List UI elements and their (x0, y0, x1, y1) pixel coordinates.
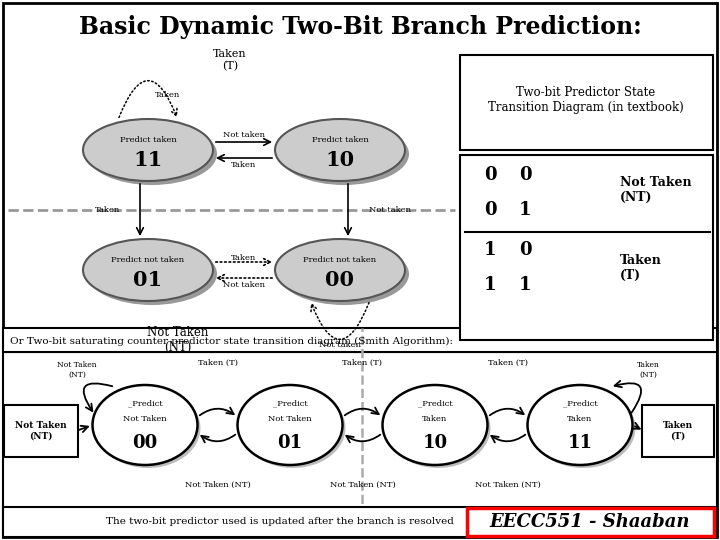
Text: Taken: Taken (567, 415, 593, 423)
Text: Taken
(T): Taken (T) (663, 421, 693, 441)
Text: _Predict: _Predict (127, 399, 163, 407)
Text: 0: 0 (518, 166, 531, 184)
Text: Or Two-bit saturating counter predictor state transition diagram (Smith Algorith: Or Two-bit saturating counter predictor … (10, 336, 453, 346)
FancyArrowPatch shape (216, 259, 270, 265)
Ellipse shape (279, 243, 409, 305)
FancyArrowPatch shape (491, 435, 526, 442)
Text: 11: 11 (567, 434, 593, 452)
Text: Not Taken
(NT): Not Taken (NT) (620, 176, 692, 204)
Text: Taken
(T): Taken (T) (620, 254, 662, 282)
Text: 10: 10 (423, 434, 448, 452)
Text: 10: 10 (325, 150, 354, 170)
Text: 1: 1 (484, 241, 496, 259)
FancyArrowPatch shape (346, 435, 380, 442)
Ellipse shape (92, 385, 197, 465)
Text: Not taken: Not taken (319, 341, 361, 349)
FancyArrowPatch shape (345, 184, 351, 234)
FancyBboxPatch shape (3, 352, 717, 537)
Ellipse shape (83, 119, 213, 181)
Text: Not Taken (NT): Not Taken (NT) (330, 481, 395, 489)
Text: Taken: Taken (95, 206, 121, 214)
FancyArrowPatch shape (119, 80, 177, 117)
Text: Taken (T): Taken (T) (197, 359, 238, 367)
Text: Not Taken
(NT): Not Taken (NT) (148, 326, 209, 354)
Text: The two-bit predictor used is updated after the branch is resolved: The two-bit predictor used is updated af… (106, 517, 454, 526)
FancyArrowPatch shape (216, 139, 270, 145)
FancyArrowPatch shape (84, 383, 112, 411)
Text: Not taken: Not taken (223, 131, 265, 139)
FancyArrowPatch shape (199, 408, 233, 415)
FancyArrowPatch shape (311, 302, 369, 340)
Text: Taken: Taken (231, 161, 256, 169)
Ellipse shape (240, 388, 346, 468)
Ellipse shape (238, 385, 343, 465)
Text: 0: 0 (484, 166, 496, 184)
Text: 1: 1 (518, 201, 531, 219)
Text: 1: 1 (518, 276, 531, 294)
Text: Predict not taken: Predict not taken (303, 256, 377, 264)
Text: Taken: Taken (156, 91, 181, 99)
Ellipse shape (279, 123, 409, 185)
Text: Not taken: Not taken (223, 281, 265, 289)
Text: 11: 11 (133, 150, 163, 170)
Ellipse shape (96, 388, 200, 468)
FancyBboxPatch shape (460, 55, 713, 150)
Ellipse shape (531, 388, 636, 468)
FancyBboxPatch shape (3, 3, 717, 537)
Text: 0: 0 (484, 201, 496, 219)
Text: 01: 01 (133, 270, 163, 290)
Text: Taken
(T): Taken (T) (213, 49, 247, 71)
Text: Predict taken: Predict taken (120, 136, 176, 144)
Text: Taken (T): Taken (T) (343, 359, 382, 367)
Text: _Predict: _Predict (562, 399, 598, 407)
Text: Basic Dynamic Two-Bit Branch Prediction:: Basic Dynamic Two-Bit Branch Prediction: (78, 15, 642, 39)
Ellipse shape (275, 119, 405, 181)
FancyBboxPatch shape (460, 155, 713, 340)
Text: 0: 0 (518, 241, 531, 259)
FancyBboxPatch shape (3, 507, 717, 537)
Text: Not Taken: Not Taken (268, 415, 312, 423)
FancyArrowPatch shape (632, 423, 640, 429)
FancyArrowPatch shape (202, 435, 235, 442)
Text: Predict not taken: Predict not taken (112, 256, 184, 264)
Text: Not Taken
(NT): Not Taken (NT) (15, 421, 67, 441)
Text: EECC551 - Shaaban: EECC551 - Shaaban (490, 513, 690, 531)
FancyArrowPatch shape (137, 184, 143, 234)
Ellipse shape (87, 123, 217, 185)
Text: Not Taken (NT): Not Taken (NT) (184, 481, 251, 489)
Text: Taken (T): Taken (T) (487, 359, 528, 367)
FancyArrowPatch shape (490, 408, 523, 415)
FancyArrowPatch shape (78, 426, 88, 432)
Text: Not Taken (NT): Not Taken (NT) (474, 481, 541, 489)
Text: 1: 1 (484, 276, 496, 294)
FancyArrowPatch shape (615, 381, 641, 413)
Text: Not Taken
(NT): Not Taken (NT) (57, 361, 96, 379)
Ellipse shape (87, 243, 217, 305)
FancyBboxPatch shape (642, 405, 714, 457)
Text: Not Taken: Not Taken (123, 415, 167, 423)
Text: Two-bit Predictor State
Transition Diagram (in textbook): Two-bit Predictor State Transition Diagr… (488, 86, 684, 114)
Text: Predict taken: Predict taken (312, 136, 369, 144)
FancyArrowPatch shape (217, 275, 272, 281)
Ellipse shape (528, 385, 632, 465)
Ellipse shape (83, 239, 213, 301)
FancyBboxPatch shape (467, 508, 714, 536)
Text: 00: 00 (325, 270, 354, 290)
Text: _Predict: _Predict (418, 399, 452, 407)
Text: Not taken: Not taken (369, 206, 411, 214)
Ellipse shape (382, 385, 487, 465)
FancyArrowPatch shape (345, 408, 379, 415)
Text: _Predict: _Predict (273, 399, 307, 407)
Text: Taken: Taken (231, 254, 256, 262)
Text: Taken: Taken (423, 415, 448, 423)
Text: Taken
(NT): Taken (NT) (636, 361, 660, 379)
Text: 00: 00 (132, 434, 158, 452)
Text: 01: 01 (277, 434, 302, 452)
FancyBboxPatch shape (4, 405, 78, 457)
FancyBboxPatch shape (3, 328, 717, 352)
Ellipse shape (385, 388, 490, 468)
FancyArrowPatch shape (217, 154, 272, 161)
Ellipse shape (275, 239, 405, 301)
